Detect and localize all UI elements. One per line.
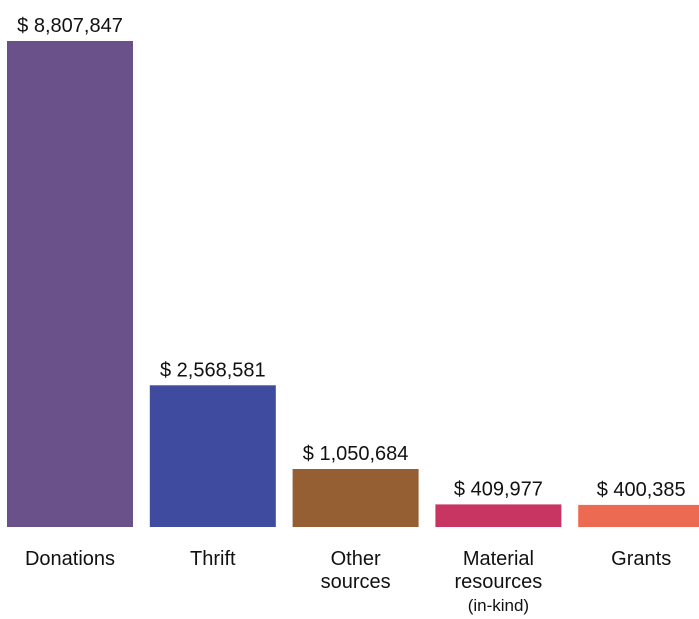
value-labels-group: $ 8,807,847 $ 2,568,581 $ 1,050,684 $ 409,9… bbox=[17, 15, 686, 501]
value-label-donations: $ 8,807,847 bbox=[17, 15, 123, 37]
category-label-material-resources-in-kind-line-3: (in-kind) bbox=[468, 596, 529, 615]
category-label-other-sources-line-1: Other bbox=[331, 548, 381, 570]
bar-other-sources bbox=[292, 469, 419, 527]
bar-material-resources-in-kind bbox=[435, 504, 562, 527]
value-label-grants: $ 400,385 bbox=[597, 479, 686, 501]
category-label-donations: Donations bbox=[25, 548, 115, 570]
bar-grants bbox=[578, 504, 699, 527]
bars-group bbox=[7, 41, 699, 527]
category-label-material-resources-in-kind-line-2: resources bbox=[454, 571, 542, 593]
value-label-thrift: $ 2,568,581 bbox=[160, 359, 266, 381]
bar-thrift bbox=[149, 385, 276, 527]
value-label-material-resources-in-kind: $ 409,977 bbox=[454, 478, 543, 500]
bar-donations bbox=[7, 41, 133, 527]
value-label-other-sources: $ 1,050,684 bbox=[303, 443, 409, 465]
category-label-other-sources-line-2: sources bbox=[321, 571, 391, 593]
category-label-material-resources-in-kind-line-1: Material bbox=[463, 548, 534, 570]
category-label-thrift: Thrift bbox=[190, 548, 236, 570]
category-label-grants: Grants bbox=[611, 548, 671, 570]
